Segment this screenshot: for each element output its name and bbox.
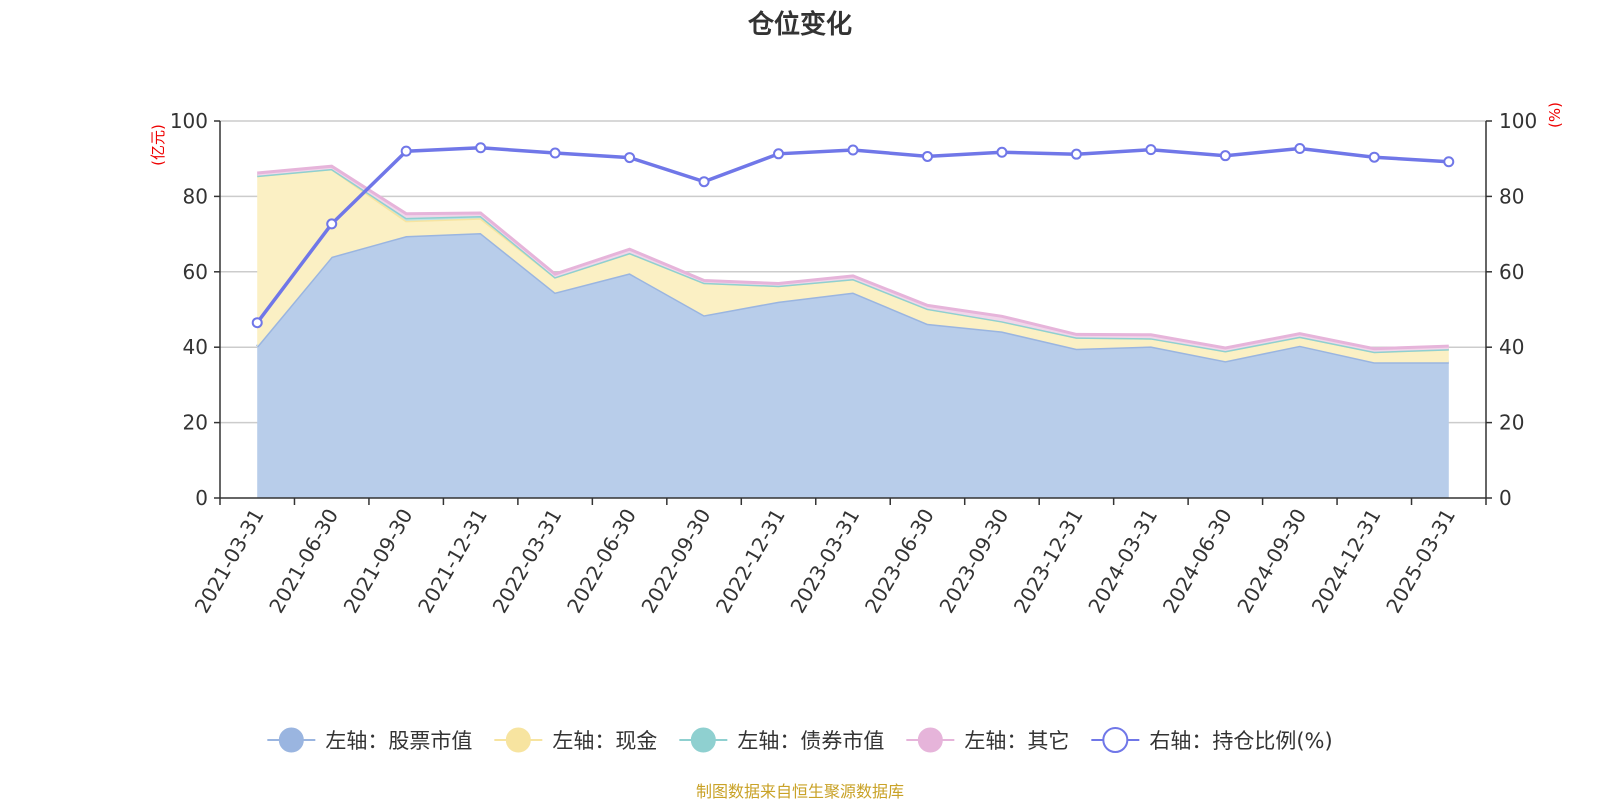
legend-label: 左轴：现金 [552,729,657,753]
x-axis-tick-label: 2021-03-31 [190,505,269,618]
legend-label: 左轴：其它 [964,729,1069,753]
x-axis-tick-label: 2022-12-31 [711,505,790,618]
area-edge-左轴：其它 [257,164,1449,351]
ratio-point [921,150,933,162]
ratio-point [847,144,859,156]
ratio-point [698,176,710,188]
ratio-point [1368,151,1380,163]
left-axis-tick-label: 20 [183,411,208,435]
legend-swatch-marker [1102,727,1129,753]
x-axis-tick-label: 2021-06-30 [264,505,343,618]
left-axis-tick-label: 60 [183,260,208,284]
ratio-point [1443,156,1455,168]
data-source-note: 制图数据来自恒生聚源数据库 [696,782,904,800]
legend-item: 左轴：债券市值 [679,727,884,753]
ratio-point [549,147,561,159]
x-axis-tick-label: 2024-12-31 [1307,505,1386,618]
ratio-point [1219,150,1231,162]
legend-item: 左轴：其它 [906,727,1069,753]
x-axis-tick-label: 2023-06-30 [860,505,939,618]
legend-label: 左轴：债券市值 [737,729,884,753]
ratio-line [251,142,1455,329]
right-axis-tick-label: 20 [1499,411,1524,435]
legend-item: 左轴：现金 [494,727,657,753]
legend-swatch-marker [278,727,304,753]
legend-swatch-marker [690,727,716,753]
right-axis-tick-label: 0 [1499,486,1512,510]
ratio-point [326,218,338,230]
legend-label: 左轴：股票市值 [325,729,472,753]
x-axis-tick-label: 2023-09-30 [934,505,1013,618]
area-左轴：股票市值 [257,233,1449,498]
right-axis-unit: (%) [1546,102,1564,128]
legend-label: 右轴：持仓比例(%) [1149,729,1332,753]
left-axis-tick-label: 0 [195,486,208,510]
left-axis-tick-label: 100 [170,109,208,133]
legend-swatch-marker [505,727,531,753]
legend: 左轴：股票市值 左轴：现金 左轴：债券市值 左轴：其它 右轴：持仓比例(%) [267,727,1333,753]
right-axis-tick-label: 60 [1499,260,1524,284]
stacked-areas [256,164,1449,498]
x-axis-tick-label: 2022-03-31 [488,505,567,618]
legend-item: 左轴：股票市值 [267,727,472,753]
right-axis-tick-label: 40 [1499,335,1524,359]
x-axis-tick-label: 2024-03-31 [1083,505,1162,618]
x-axis-tick-label: 2022-09-30 [636,505,715,618]
x-axis-tick-label: 2022-06-30 [562,505,641,618]
x-axis-tick-label: 2024-09-30 [1232,505,1311,618]
legend-swatch-marker [917,727,943,753]
ratio-point [475,142,487,154]
x-axis-tick-label: 2021-12-31 [413,505,492,618]
ratio-point [1294,143,1306,155]
legend-item: 右轴：持仓比例(%) [1091,727,1333,753]
right-axis-tick-label: 100 [1499,109,1537,133]
ratio-point [1070,148,1082,160]
x-axis-tick-label: 2023-12-31 [1009,505,1088,618]
ratio-point [1145,144,1157,156]
left-axis-tick-label: 80 [183,184,208,208]
ratio-point [773,148,785,160]
left-axis-unit: (亿元) [149,124,167,166]
ratio-point [624,152,636,164]
x-axis-tick-label: 2025-03-31 [1381,505,1460,618]
x-axis-tick-label: 2024-06-30 [1158,505,1237,618]
ratio-point [251,317,263,329]
x-axis-tick-label: 2021-09-30 [339,505,418,618]
left-axis-tick-label: 40 [183,335,208,359]
right-axis-tick-label: 80 [1499,184,1524,208]
x-axis-tick-label: 2023-03-31 [785,505,864,618]
chart-title: 仓位变化 [747,9,852,40]
ratio-point [996,146,1008,158]
ratio-point [400,145,412,157]
